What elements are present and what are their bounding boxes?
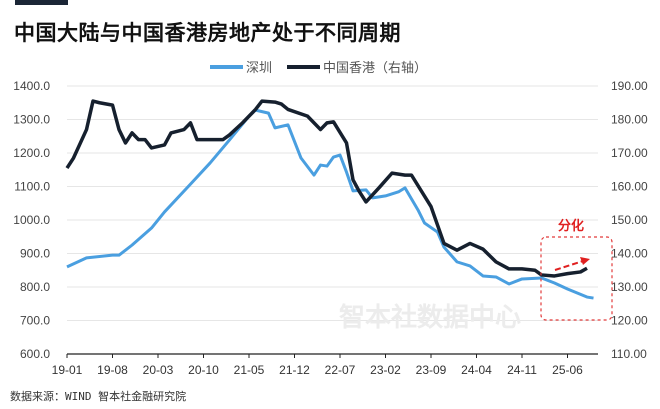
y-left-tick-label: 1100.0 bbox=[14, 180, 50, 194]
x-tick-label: 24-04 bbox=[461, 363, 492, 377]
y-right-tick-label: 160.00 bbox=[611, 180, 648, 194]
x-tick-label: 24-11 bbox=[507, 363, 537, 377]
y-right-tick-label: 140.00 bbox=[611, 247, 648, 261]
trend-arrow bbox=[554, 260, 584, 271]
y-left-tick-label: 600.0 bbox=[20, 347, 50, 361]
y-right-tick-label: 180.00 bbox=[611, 113, 648, 127]
source-note: 数据来源：WIND 智本社金融研究院 bbox=[10, 390, 187, 403]
y-left-tick-label: 1200.0 bbox=[13, 146, 50, 160]
x-tick-label: 22-07 bbox=[325, 363, 356, 377]
y-left-tick-label: 800.0 bbox=[20, 280, 50, 294]
y-right-tick-label: 170.00 bbox=[611, 146, 648, 160]
y-right-tick-label: 110.00 bbox=[611, 347, 647, 361]
y-right-tick-label: 130.00 bbox=[611, 280, 648, 294]
y-left-tick-label: 700.0 bbox=[20, 314, 50, 328]
y-right-tick-label: 190.00 bbox=[611, 79, 648, 93]
y-right-tick-label: 150.00 bbox=[611, 213, 648, 227]
annotation-label: 分化 bbox=[558, 218, 584, 234]
divergence-box bbox=[540, 236, 613, 321]
chart-title: 中国大陆与中国香港房地产处于不同周期 bbox=[14, 21, 401, 45]
x-tick-label: 19-01 bbox=[52, 363, 83, 377]
x-tick-label: 21-12 bbox=[279, 363, 310, 377]
x-tick-label: 23-02 bbox=[370, 363, 401, 377]
header-accent-bar bbox=[15, 0, 68, 5]
legend-label: 深圳 bbox=[246, 61, 272, 76]
y-left-tick-label: 900.0 bbox=[20, 247, 50, 261]
x-tick-label: 23-09 bbox=[416, 363, 447, 377]
y-left-tick-label: 1000.0 bbox=[13, 213, 50, 227]
y-right-tick-label: 120.00 bbox=[611, 314, 648, 328]
x-tick-label: 20-03 bbox=[143, 363, 174, 377]
y-left-tick-label: 1400.0 bbox=[13, 79, 50, 93]
y-left-tick-label: 1300.0 bbox=[13, 113, 50, 127]
x-tick-label: 25-06 bbox=[552, 363, 583, 377]
series-line-hongkong bbox=[65, 99, 588, 278]
x-tick-label: 19-08 bbox=[97, 363, 128, 377]
legend-label: 中国香港（右轴） bbox=[323, 61, 427, 76]
watermark: 智本社数据中心 bbox=[339, 302, 521, 333]
x-tick-label: 20-10 bbox=[188, 363, 219, 377]
x-tick-label: 21-05 bbox=[234, 363, 265, 377]
trend-arrow-head bbox=[580, 257, 590, 265]
